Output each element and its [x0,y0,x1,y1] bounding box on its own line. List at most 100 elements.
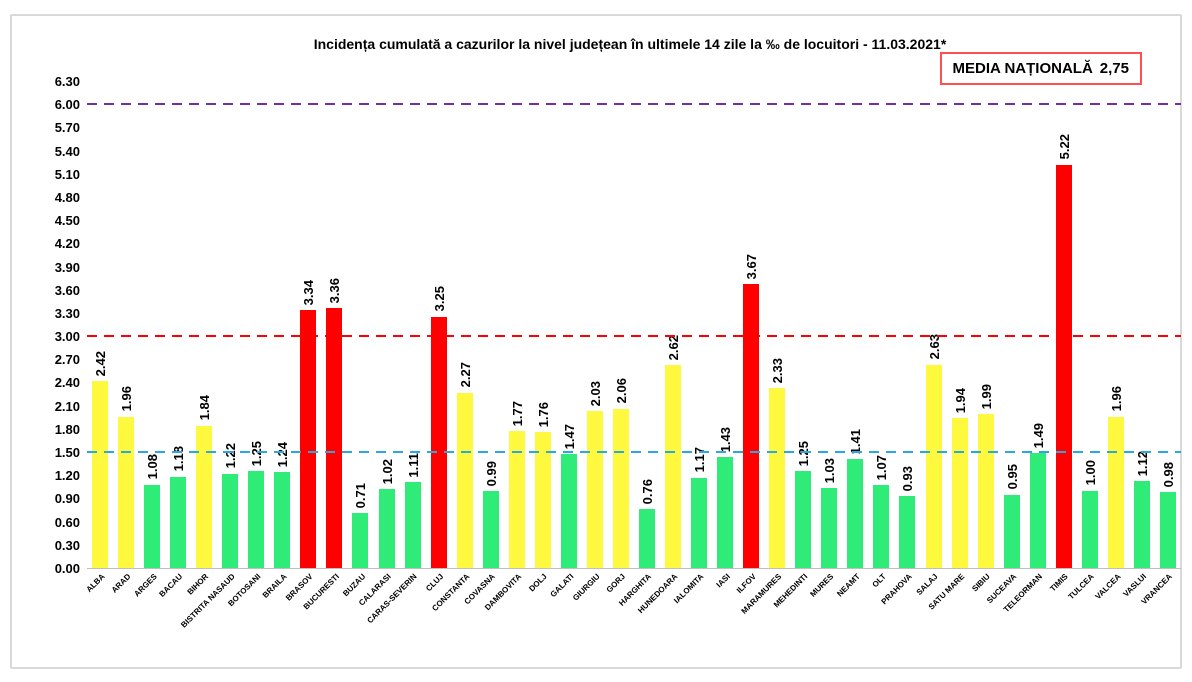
y-axis-tick-label: 1.50 [54,445,80,461]
bar-slot-bistrita-nasaud: 1.22 BISTRITA NASAUD [179,82,243,630]
bar [899,496,916,568]
y-axis-tick-label: 2.40 [54,375,80,391]
bar-value-label: 1.25 [249,441,265,467]
bar-value-label: 1.22 [223,443,239,469]
bar-slot-neamt: 1.41 NEAMT [835,82,868,598]
bar [508,431,525,568]
bar-slot-arges: 1.08 ARGES [132,82,165,598]
plot-area: 2.42 ALBA 1.96 ARAD 1.08 ARGES 1.18 BACAU 1.84 BI… [84,82,1181,630]
bar [456,392,473,568]
bar-slot-brasov: 3.34 BRASOV [284,82,321,603]
bar-slot-calarasi: 1.02 CALARASI [357,82,400,608]
bar [639,509,655,568]
bar [1133,481,1150,568]
bar [170,476,187,568]
bar-slot-prahova: 0.93 PRAHOVA [880,82,920,606]
y-axis-tick-label: 5.10 [54,166,80,182]
y-axis: 0.00 0.30 0.60 0.90 1.20 1.50 1.80 2.10 2.40 2.70… [12,74,80,576]
y-axis-tick-label: 0.90 [54,491,80,507]
bar-value-label: 1.03 [822,458,838,484]
bar-value-label: 3.67 [744,254,760,280]
bar-slot-mures: 1.03 MURES [809,82,842,599]
bar [847,459,864,568]
bar [1081,490,1098,568]
bar-value-label: 3.34 [301,279,317,305]
bar-slot-ilfov: 3.67 ILFOV [735,82,764,595]
x-axis-label: ILFOV [734,572,758,596]
bar-slot-ialomita: 1.17 IALOMITA [672,82,712,605]
reference-line-6 [87,103,1181,106]
y-axis-tick-label: 2.10 [54,398,80,414]
y-axis-tick-label: 4.80 [54,189,80,205]
bar [691,477,708,568]
bar [430,316,447,568]
bar-slot-dolj: 1.76 DOLJ [528,82,556,593]
bar-slot-maramures: 2.33 MARAMURES [740,82,790,616]
bar-slot-buzau: 0.71 BUZAU [341,82,373,598]
bar-slot-vaslui: 1.12 VASLUI [1122,82,1155,599]
bar [612,408,629,568]
chart-title: Incidența cumulată a cazurilor la nivel … [313,36,947,52]
bar-slot-valcea: 1.96 VALCEA [1093,82,1129,601]
bar [1107,416,1124,568]
bar [118,416,135,568]
y-axis-tick-label: 5.40 [54,143,80,159]
bar-value-label: 1.94 [952,387,968,414]
y-axis-tick-label: 0.30 [54,537,80,553]
bar-slot-cluj: 3.25 CLUJ [424,82,452,593]
bar-value-label: 2.62 [666,335,682,361]
reference-line-3 [87,335,1181,338]
bar-value-label: 1.08 [145,454,161,480]
bar-value-label: 1.49 [1030,422,1046,448]
bar-slot-timis: 5.22 TIMIS [1049,82,1077,593]
bar [925,364,942,568]
bar-slot-bacau: 1.18 BACAU [158,82,191,599]
bar-slot-olt: 1.07 OLT [868,82,894,589]
x-axis-label: VALCEA [1093,572,1123,602]
x-axis-label: ALBA [84,572,107,595]
bar-value-label: 1.02 [379,458,395,485]
bar [586,411,603,568]
bar-value-label: 2.03 [587,380,603,407]
bar-slot-botosani: 1.25 BOTOSANI [227,82,269,608]
x-axis-label: GORJ [604,572,628,595]
bar [1003,494,1020,568]
y-axis-tick-label: 5.70 [54,120,80,136]
bar-slot-sibiu: 1.99 SIBIU [971,82,999,593]
bar-value-label: 0.93 [900,465,916,492]
x-axis-label: TIMIS [1048,572,1071,594]
y-axis-tick-label: 1.80 [54,421,80,437]
bar [222,473,239,568]
bar [665,365,682,568]
bar-value-label: 1.00 [1082,460,1098,486]
x-axis-label: SALAJ [914,572,940,597]
bar-value-label: 1.99 [978,383,994,410]
x-axis-label: BIHOR [185,572,211,597]
bar-value-label: 2.33 [770,357,786,383]
bar-value-label: 2.27 [457,362,473,388]
bar-slot-bucuresti: 3.36 BUCURESTI [301,82,347,611]
bar-value-label: 1.96 [1108,386,1124,412]
x-axis-label: ARAD [109,572,133,595]
bar-slot-giurgiu: 2.03 GIURGIU [571,82,608,603]
bar-value-label: 1.24 [275,441,291,468]
bar [873,485,890,568]
bar-value-label: 1.12 [1134,451,1150,477]
x-axis-label: BACAU [157,572,185,599]
x-axis-label: NEAMT [835,572,862,599]
bar-value-label: 1.77 [509,400,525,427]
y-axis-tick-label: 3.00 [54,329,80,345]
bar-value-label: 0.95 [1004,464,1020,490]
bar-slot-covasna: 0.99 COVASNA [463,82,504,606]
y-axis-tick-label: 0.00 [54,561,80,576]
bar [560,454,577,568]
chart-frame: Incidența cumulată a cazurilor la nivel … [10,14,1182,669]
y-axis-tick-label: 6.00 [54,97,80,113]
y-axis-tick-label: 1.20 [54,468,80,484]
bar-slot-arad: 1.96 ARAD [110,82,139,595]
bar-value-label: 1.43 [718,427,734,453]
x-axis-label: OLT [870,572,888,590]
bar [1159,492,1176,568]
bar [300,309,317,568]
bar-value-label: 2.42 [93,350,109,376]
